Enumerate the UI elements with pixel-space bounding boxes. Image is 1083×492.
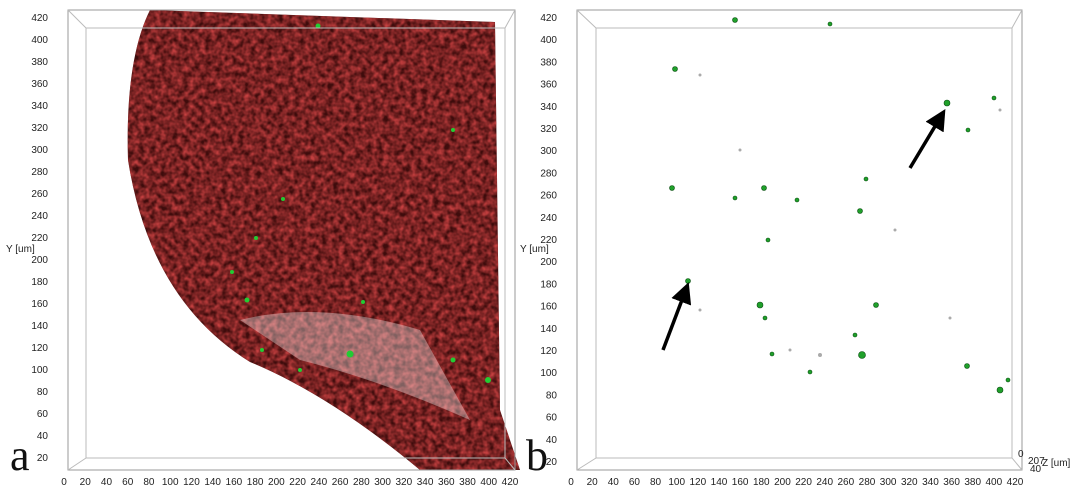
x-tick-label: 320: [395, 477, 412, 488]
y-tick-label: 240: [540, 213, 557, 224]
y-tick-label: 340: [31, 101, 48, 112]
panel-a-image: [66, 8, 520, 472]
y-tick-label: 320: [31, 123, 48, 134]
y-tick-label: 420: [31, 13, 48, 24]
x-tick-label: 0: [61, 477, 67, 488]
x-tick-label: 60: [122, 477, 134, 488]
x-tick-label: 100: [668, 477, 685, 488]
y-tick-label: 160: [31, 299, 48, 310]
y-tick-label: 60: [37, 409, 49, 420]
x-tick-label: 180: [247, 477, 264, 488]
y-tick-label: 200: [540, 257, 557, 268]
y-tick-label: 40: [546, 435, 558, 446]
x-tick-label: 220: [795, 477, 812, 488]
x-tick-label: 320: [901, 477, 918, 488]
y-tick-label: 120: [31, 343, 48, 354]
x-tick-label: 380: [964, 477, 981, 488]
y-tick-label: 80: [546, 390, 558, 401]
y-tick-label: 200: [31, 255, 48, 266]
x-tick-label: 40: [608, 477, 620, 488]
x-tick-label: 360: [438, 477, 455, 488]
y-tick-label: 280: [31, 167, 48, 178]
y-tick-label: 400: [540, 35, 557, 46]
y-tick-label: 140: [31, 321, 48, 332]
z-axis-label: 0: [1018, 449, 1024, 460]
y-tick-label: 240: [31, 211, 48, 222]
x-tick-label: 280: [353, 477, 370, 488]
y-tick-label: 420: [540, 13, 557, 24]
x-tick-label: 0: [568, 477, 574, 488]
y-tick-label: 40: [37, 431, 49, 442]
x-tick-label: 100: [162, 477, 179, 488]
y-tick-label: 100: [540, 368, 557, 379]
x-tick-label: 200: [774, 477, 791, 488]
y-tick-label: 180: [540, 279, 557, 290]
y-tick-label: 260: [31, 189, 48, 200]
y-tick-label: 20: [546, 457, 558, 468]
panel-label: b: [526, 431, 548, 480]
x-tick-label: 260: [838, 477, 855, 488]
y-tick-label: 60: [546, 413, 558, 424]
y-tick-label: 300: [540, 146, 557, 157]
y-tick-label: 340: [540, 102, 557, 113]
x-tick-label: 160: [226, 477, 243, 488]
y-tick-label: 220: [540, 235, 557, 246]
x-tick-label: 20: [80, 477, 92, 488]
x-tick-label: 160: [732, 477, 749, 488]
x-tick-label: 240: [816, 477, 833, 488]
x-tick-label: 400: [986, 477, 1003, 488]
z-axis-label: Z [um]: [1042, 458, 1071, 469]
x-tick-label: 420: [1007, 477, 1024, 488]
x-tick-label: 140: [711, 477, 728, 488]
y-tick-label: 360: [31, 79, 48, 90]
y-axis-label: Y [um]: [520, 244, 549, 255]
x-tick-label: 360: [943, 477, 960, 488]
x-tick-label: 380: [459, 477, 476, 488]
y-tick-label: 140: [540, 324, 557, 335]
y-tick-label: 380: [540, 57, 557, 68]
y-tick-label: 160: [540, 302, 557, 313]
z-axis-label: 207: [1028, 456, 1045, 467]
x-tick-label: 120: [183, 477, 200, 488]
x-tick-label: 340: [417, 477, 434, 488]
y-tick-label: 260: [540, 191, 557, 202]
x-tick-label: 260: [332, 477, 349, 488]
y-tick-label: 400: [31, 35, 48, 46]
x-tick-label: 340: [922, 477, 939, 488]
x-tick-label: 80: [650, 477, 662, 488]
panel-label: a: [10, 431, 30, 480]
x-tick-label: 200: [268, 477, 285, 488]
x-tick-label: 420: [502, 477, 519, 488]
y-tick-label: 120: [540, 346, 557, 357]
x-tick-label: 80: [143, 477, 155, 488]
y-tick-label: 320: [540, 124, 557, 135]
x-tick-label: 60: [629, 477, 641, 488]
y-tick-label: 100: [31, 365, 48, 376]
x-tick-label: 120: [690, 477, 707, 488]
y-tick-label: 20: [37, 453, 49, 464]
x-tick-label: 240: [311, 477, 328, 488]
y-tick-label: 300: [31, 145, 48, 156]
x-tick-label: 300: [880, 477, 897, 488]
x-tick-label: 220: [289, 477, 306, 488]
x-tick-label: 140: [204, 477, 221, 488]
x-tick-label: 300: [374, 477, 391, 488]
x-tick-label: 180: [753, 477, 770, 488]
y-tick-label: 80: [37, 387, 49, 398]
y-tick-label: 380: [31, 57, 48, 68]
z-axis-label: 40: [1030, 464, 1042, 475]
x-tick-label: 280: [859, 477, 876, 488]
y-tick-label: 220: [31, 233, 48, 244]
panel-b-image: [575, 8, 1025, 472]
y-axis-label: Y [um]: [6, 244, 35, 255]
x-tick-label: 40: [101, 477, 113, 488]
y-tick-label: 180: [31, 277, 48, 288]
y-tick-label: 280: [540, 168, 557, 179]
x-tick-label: 20: [587, 477, 599, 488]
x-tick-label: 400: [480, 477, 497, 488]
y-tick-label: 360: [540, 80, 557, 91]
